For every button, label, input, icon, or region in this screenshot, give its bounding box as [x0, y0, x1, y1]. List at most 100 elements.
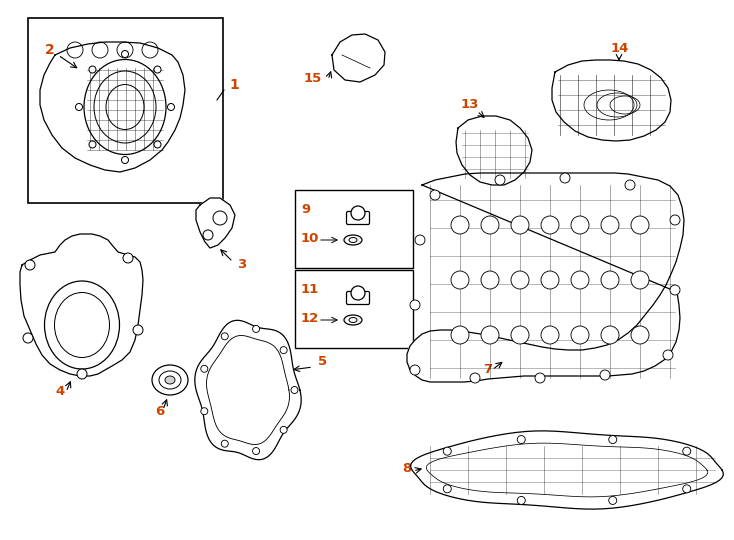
Text: 13: 13 [461, 98, 479, 111]
Circle shape [608, 496, 617, 504]
Polygon shape [407, 173, 684, 382]
Circle shape [280, 427, 287, 434]
Circle shape [511, 271, 529, 289]
Polygon shape [410, 431, 723, 509]
Circle shape [571, 326, 589, 344]
Circle shape [89, 141, 96, 148]
FancyBboxPatch shape [346, 212, 369, 225]
Circle shape [517, 496, 526, 504]
Text: 14: 14 [611, 42, 629, 55]
Ellipse shape [349, 318, 357, 322]
Ellipse shape [344, 315, 362, 325]
Circle shape [221, 440, 228, 447]
Circle shape [154, 66, 161, 73]
Circle shape [571, 271, 589, 289]
Circle shape [495, 175, 505, 185]
Bar [295, 190, 413, 268]
Circle shape [415, 235, 425, 245]
FancyBboxPatch shape [346, 292, 369, 305]
Circle shape [541, 271, 559, 289]
Circle shape [25, 260, 35, 270]
Circle shape [560, 173, 570, 183]
Polygon shape [196, 198, 235, 248]
Circle shape [351, 206, 365, 220]
Polygon shape [552, 60, 671, 141]
Text: 12: 12 [301, 312, 319, 325]
Circle shape [601, 271, 619, 289]
Ellipse shape [349, 238, 357, 242]
Polygon shape [195, 320, 301, 460]
Circle shape [511, 216, 529, 234]
Circle shape [122, 51, 128, 57]
Circle shape [631, 216, 649, 234]
Circle shape [481, 216, 499, 234]
Circle shape [76, 104, 82, 111]
Circle shape [470, 373, 480, 383]
Circle shape [252, 326, 260, 333]
Circle shape [252, 448, 260, 455]
Ellipse shape [152, 365, 188, 395]
Circle shape [631, 271, 649, 289]
Text: 5: 5 [318, 355, 327, 368]
Ellipse shape [344, 235, 362, 245]
Circle shape [154, 141, 161, 148]
Polygon shape [20, 234, 143, 376]
Circle shape [430, 190, 440, 200]
Ellipse shape [165, 376, 175, 384]
Circle shape [443, 447, 451, 455]
Circle shape [123, 253, 133, 263]
Text: 9: 9 [301, 203, 310, 216]
Circle shape [600, 370, 610, 380]
Text: 8: 8 [402, 462, 412, 475]
Circle shape [122, 157, 128, 164]
Circle shape [77, 369, 87, 379]
Circle shape [133, 325, 143, 335]
Circle shape [670, 215, 680, 225]
Circle shape [535, 373, 545, 383]
Polygon shape [40, 42, 185, 172]
Circle shape [683, 447, 691, 455]
Circle shape [167, 104, 175, 111]
Ellipse shape [159, 371, 181, 389]
Circle shape [410, 365, 420, 375]
Text: 15: 15 [304, 72, 322, 85]
Circle shape [443, 485, 451, 493]
Text: 3: 3 [237, 259, 246, 272]
Circle shape [451, 326, 469, 344]
Bar [295, 270, 413, 348]
Circle shape [221, 333, 228, 340]
Circle shape [451, 216, 469, 234]
Circle shape [631, 326, 649, 344]
Circle shape [23, 333, 33, 343]
Circle shape [683, 485, 691, 493]
Text: 11: 11 [301, 283, 319, 296]
Circle shape [451, 271, 469, 289]
Text: 6: 6 [156, 405, 164, 418]
Circle shape [481, 271, 499, 289]
Text: 2: 2 [45, 43, 55, 57]
Circle shape [410, 300, 420, 310]
Circle shape [670, 285, 680, 295]
Circle shape [541, 216, 559, 234]
Circle shape [280, 347, 287, 354]
Circle shape [89, 66, 96, 73]
Circle shape [201, 408, 208, 415]
Circle shape [291, 387, 298, 394]
Bar [28, 18, 223, 203]
Text: 4: 4 [55, 385, 65, 398]
Text: 1: 1 [229, 78, 239, 92]
Polygon shape [456, 116, 532, 185]
Circle shape [601, 326, 619, 344]
Text: 7: 7 [484, 363, 493, 376]
Circle shape [201, 365, 208, 372]
Circle shape [481, 326, 499, 344]
Circle shape [571, 216, 589, 234]
Circle shape [351, 286, 365, 300]
Text: 10: 10 [301, 232, 319, 245]
Circle shape [517, 436, 526, 443]
Circle shape [663, 350, 673, 360]
Circle shape [625, 180, 635, 190]
Polygon shape [332, 34, 385, 82]
Circle shape [601, 216, 619, 234]
Circle shape [608, 436, 617, 443]
